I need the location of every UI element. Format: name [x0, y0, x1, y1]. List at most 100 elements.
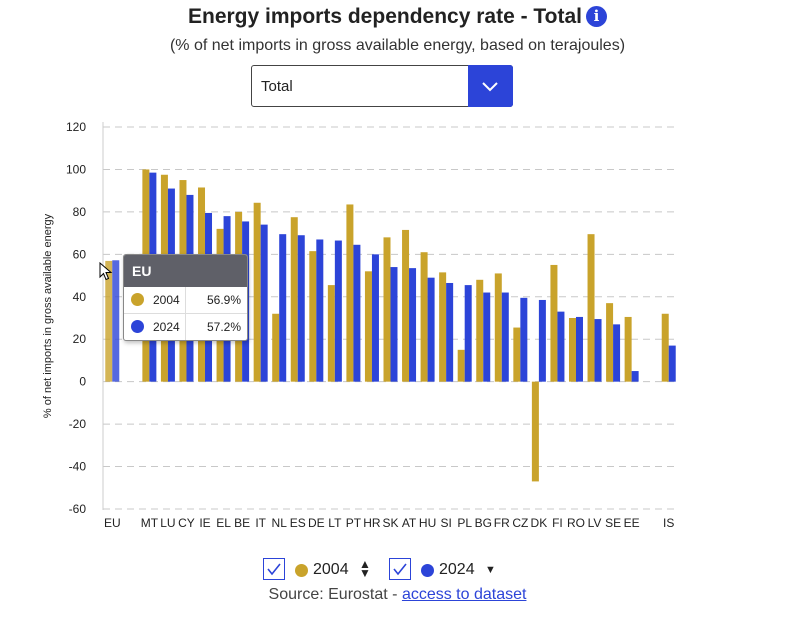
- bar: [112, 260, 120, 382]
- indicator-select[interactable]: Total: [251, 65, 513, 107]
- y-tick-label: 60: [73, 247, 87, 261]
- legend-checkbox-2004[interactable]: [263, 558, 285, 580]
- bar: [568, 318, 576, 382]
- tooltip-year: 2004: [153, 293, 180, 307]
- x-tick-label: SE: [605, 516, 621, 530]
- x-tick-label: SK: [382, 516, 398, 530]
- legend-label-2024[interactable]: 2024: [439, 561, 475, 578]
- x-tick-label: NL: [272, 516, 288, 530]
- x-tick-label: MT: [141, 516, 159, 530]
- x-tick-label: PL: [457, 516, 472, 530]
- chevron-down-icon: [482, 82, 498, 92]
- bar: [513, 327, 521, 382]
- x-tick-label: BE: [234, 516, 250, 530]
- dataset-link[interactable]: access to dataset: [401, 586, 527, 603]
- x-tick-label: FR: [494, 516, 510, 530]
- tooltip-row: 2024 57.2%: [124, 314, 247, 340]
- x-tick-label: IT: [255, 516, 266, 530]
- bar: [279, 234, 287, 382]
- bar: [297, 235, 305, 382]
- tooltip: EU 2004 56.9% 2024 57.2%: [123, 254, 248, 341]
- chart-subtitle: (% of net imports in gross available ene…: [169, 37, 626, 54]
- x-tick-label: CZ: [512, 516, 528, 530]
- bar: [427, 277, 435, 382]
- x-tick-label: RO: [567, 516, 585, 530]
- source-prefix: Source: Eurostat -: [268, 586, 402, 603]
- check-icon: [393, 563, 407, 576]
- x-tick-label: EE: [624, 516, 640, 530]
- bar: [464, 285, 472, 382]
- info-icon[interactable]: i: [586, 6, 608, 27]
- y-tick-label: 40: [73, 290, 87, 304]
- bar: [253, 202, 261, 382]
- x-tick-label: EU: [104, 516, 121, 530]
- y-axis-label: % of net imports in gross available ener…: [42, 213, 54, 418]
- x-tick-label: PT: [346, 516, 362, 530]
- bar: [624, 316, 632, 382]
- source-line: Source: Eurostat - access to dataset: [0, 586, 795, 604]
- legend-label-2004[interactable]: 2004: [313, 561, 349, 578]
- indicator-select-button[interactable]: [468, 65, 513, 107]
- bar: [334, 240, 342, 382]
- x-tick-label: HR: [363, 516, 381, 530]
- tooltip-value: 56.9%: [206, 293, 241, 307]
- bar: [364, 271, 372, 382]
- x-tick-label: EL: [216, 516, 231, 530]
- bar: [390, 267, 398, 382]
- x-tick-label: AT: [402, 516, 417, 530]
- bar: [520, 297, 528, 382]
- legend-checkbox-2024[interactable]: [389, 558, 411, 580]
- y-tick-label: 20: [73, 332, 87, 346]
- bar: [383, 237, 391, 382]
- legend: 2004 ▲ ▼ 2024 ▼: [0, 558, 795, 584]
- x-tick-label: SI: [440, 516, 451, 530]
- bar: [371, 254, 379, 382]
- y-tick-label: 100: [66, 162, 86, 176]
- tooltip-row: 2004 56.9%: [124, 287, 247, 314]
- bar: [668, 345, 676, 382]
- bar-chart: 120 100 80 60 40 20 0 -20 -40 -60 EU MT LU CY IE EL BE I…: [42, 120, 678, 530]
- bar: [606, 303, 614, 382]
- bar: [316, 239, 324, 382]
- x-tick-label: DE: [308, 516, 325, 530]
- tooltip-divider: [185, 314, 186, 340]
- x-tick-label: DK: [531, 516, 548, 530]
- bar: [631, 371, 639, 382]
- tooltip-year: 2024: [153, 320, 180, 334]
- bar: [557, 311, 565, 382]
- bar: [613, 324, 621, 382]
- bar: [661, 313, 669, 382]
- bar: [494, 273, 502, 382]
- bar: [260, 224, 268, 382]
- chart-title-text: Energy imports dependency rate - Total: [187, 5, 583, 28]
- bar: [346, 204, 354, 382]
- y-axis-ticks: 120 100 80 60 40 20 0 -20 -40 -60: [66, 120, 86, 516]
- x-tick-label: LV: [588, 516, 602, 530]
- indicator-select-value: Total: [261, 78, 293, 95]
- bar: [272, 313, 280, 382]
- bar: [457, 349, 465, 382]
- x-tick-label: FI: [552, 516, 563, 530]
- y-tick-label: 80: [73, 205, 87, 219]
- x-tick-label: ES: [290, 516, 306, 530]
- bar: [575, 316, 583, 382]
- y-tick-label: 0: [79, 375, 86, 389]
- x-tick-label: HU: [419, 516, 436, 530]
- tooltip-divider: [185, 287, 186, 313]
- x-tick-label: LU: [160, 516, 175, 530]
- bar: [439, 272, 447, 382]
- bar: [587, 234, 595, 382]
- y-tick-label: -40: [69, 460, 87, 474]
- sort-icon[interactable]: ▲ ▼: [359, 557, 371, 580]
- bar: [409, 268, 417, 382]
- bar: [483, 292, 491, 382]
- x-tick-label: IS: [663, 516, 674, 530]
- x-tick-label: BG: [475, 516, 492, 530]
- legend-swatch-2024: [421, 564, 434, 577]
- bar: [309, 251, 317, 382]
- bar: [402, 229, 410, 382]
- caret-down-icon[interactable]: ▼: [485, 564, 496, 576]
- x-tick-label: IE: [199, 516, 210, 530]
- chart-title: Energy imports dependency rate - Total i: [0, 5, 795, 29]
- bar: [594, 319, 602, 382]
